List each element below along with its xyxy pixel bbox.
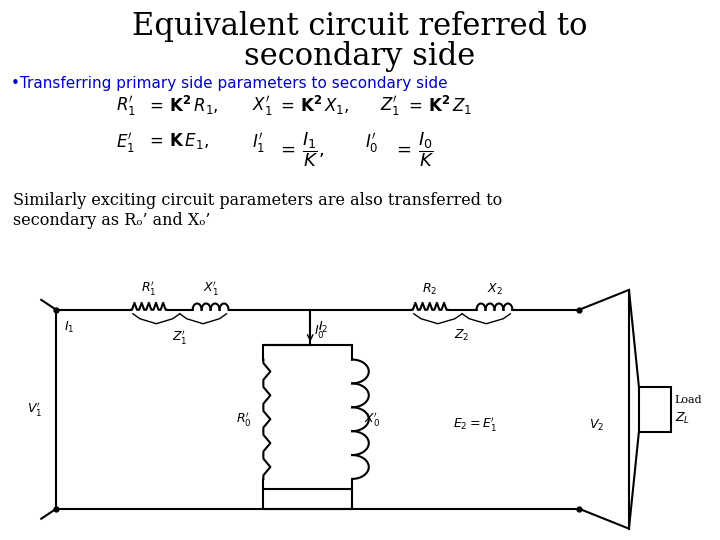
Text: $I_0'$: $I_0'$	[314, 322, 325, 340]
Text: $V_2$: $V_2$	[589, 418, 604, 433]
Text: secondary side: secondary side	[244, 41, 476, 72]
Text: $=\,\mathbf{K}\,E_1,$: $=\,\mathbf{K}\,E_1,$	[146, 131, 209, 151]
Text: $Z_L$: $Z_L$	[675, 411, 690, 427]
Text: $X_1'$: $X_1'$	[202, 279, 218, 297]
Text: $Z_1'$: $Z_1'$	[380, 94, 400, 118]
Text: $V_1'$: $V_1'$	[27, 400, 42, 418]
Text: $I_0'$: $I_0'$	[365, 131, 379, 155]
Text: $X_2$: $X_2$	[487, 282, 503, 297]
Text: $=\,\mathbf{K^2}\,Z_1$: $=\,\mathbf{K^2}\,Z_1$	[405, 94, 472, 117]
Text: $I_1$: $I_1$	[64, 320, 75, 335]
Text: Load: Load	[675, 395, 703, 406]
Text: $E_1'$: $E_1'$	[116, 131, 135, 155]
Text: $E_2=E_1'$: $E_2=E_1'$	[453, 415, 497, 433]
Text: $X_1'$: $X_1'$	[253, 94, 273, 118]
Text: $Z_2$: $Z_2$	[454, 328, 470, 343]
Text: •Transferring primary side parameters to secondary side: •Transferring primary side parameters to…	[12, 76, 448, 91]
Text: $=\,\mathbf{K^2}\,R_1,$: $=\,\mathbf{K^2}\,R_1,$	[146, 94, 218, 117]
Text: $R_1'$: $R_1'$	[141, 279, 156, 297]
Text: $=\,\dfrac{I_1}{K},$: $=\,\dfrac{I_1}{K},$	[277, 131, 325, 170]
Text: $I_2$: $I_2$	[318, 320, 328, 335]
Text: $=\,\mathbf{K^2}\,X_1,$: $=\,\mathbf{K^2}\,X_1,$	[277, 94, 350, 117]
Text: $X_0'$: $X_0'$	[364, 410, 380, 428]
Text: $I_1'$: $I_1'$	[253, 131, 266, 155]
Text: $R_1'$: $R_1'$	[116, 94, 136, 118]
Text: Similarly exciting circuit parameters are also transferred to
secondary as Rₒ’ a: Similarly exciting circuit parameters ar…	[14, 192, 503, 229]
Text: $=\,\dfrac{I_0}{K}$: $=\,\dfrac{I_0}{K}$	[393, 131, 434, 170]
Bar	[639, 387, 671, 431]
Text: $R_0'$: $R_0'$	[235, 410, 251, 428]
Text: Equivalent circuit referred to: Equivalent circuit referred to	[132, 11, 588, 42]
Text: $R_2$: $R_2$	[422, 282, 437, 297]
Text: $Z_1'$: $Z_1'$	[172, 328, 187, 346]
